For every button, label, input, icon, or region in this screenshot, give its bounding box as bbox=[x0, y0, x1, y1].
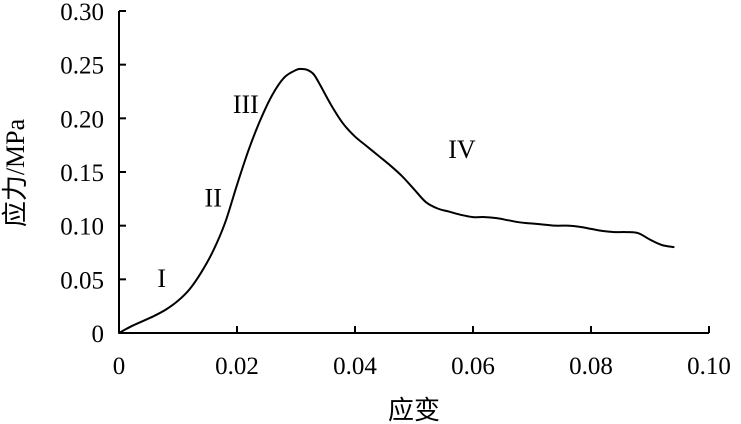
stage-label: I bbox=[157, 264, 166, 293]
y-tick-label: 0.20 bbox=[60, 106, 104, 133]
x-tick-label: 0.04 bbox=[333, 353, 377, 380]
y-axis-label: 应力/MPa bbox=[1, 118, 30, 227]
y-tick-label: 0.10 bbox=[60, 214, 104, 241]
y-tick-label: 0.05 bbox=[60, 267, 104, 294]
x-tick-label: 0.08 bbox=[569, 353, 613, 380]
ticks: 0 0.02 0.04 0.06 0.08 0.10 0 0.05 0.10 0.15 0.20 0.… bbox=[60, 0, 731, 380]
x-tick-label: 0.06 bbox=[451, 353, 495, 380]
x-axis-label: 应变 bbox=[388, 396, 440, 424]
series-layer bbox=[118, 67, 675, 334]
stage-label: IV bbox=[448, 135, 476, 164]
y-tick-label: 0 bbox=[92, 321, 105, 348]
stage-label: II bbox=[205, 183, 222, 212]
x-tick-label: 0.10 bbox=[687, 353, 731, 380]
stage-label: III bbox=[233, 90, 259, 119]
y-tick-label: 0.30 bbox=[60, 0, 104, 26]
y-tick-label: 0.15 bbox=[60, 160, 104, 187]
x-tick-label: 0 bbox=[113, 353, 126, 380]
stress-strain-curve bbox=[118, 67, 675, 334]
y-tick-label: 0.25 bbox=[60, 53, 104, 80]
x-tick-label: 0.02 bbox=[215, 353, 259, 380]
axes bbox=[118, 11, 709, 334]
